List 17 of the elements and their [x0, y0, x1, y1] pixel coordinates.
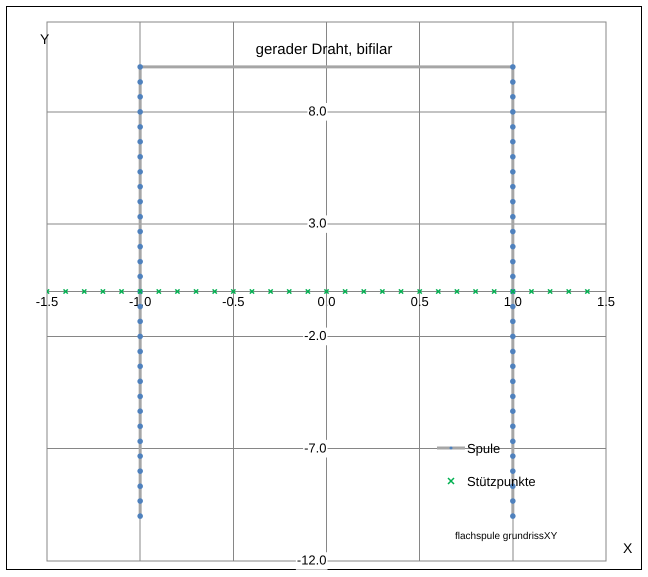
- x-tick-label: 1.5: [596, 294, 616, 309]
- x-tick-label: -0.5: [222, 294, 245, 309]
- annotation: flachspule grundrissXY: [455, 531, 558, 542]
- y-tick-label: 3.0: [308, 216, 326, 231]
- x-tick-label: -1.5: [36, 294, 58, 309]
- y-tick-label: -7.0: [304, 440, 326, 456]
- x-axis-title: X: [623, 540, 632, 556]
- x-tick-label: 0.5: [410, 294, 429, 309]
- y-tick-label: -12.0: [296, 552, 326, 568]
- text: gerader Draht, bifilar: [256, 41, 392, 58]
- y-tick-label: -2.0: [304, 328, 326, 343]
- legend-label: Spule: [467, 440, 500, 456]
- x-tick-label: 1.0: [504, 294, 522, 309]
- y-axis-title: Y: [40, 31, 50, 47]
- y-tick-label: 8.0: [308, 103, 326, 118]
- legend-label: Stützpunkte: [467, 474, 536, 488]
- x-tick-label: 0.0: [317, 294, 336, 309]
